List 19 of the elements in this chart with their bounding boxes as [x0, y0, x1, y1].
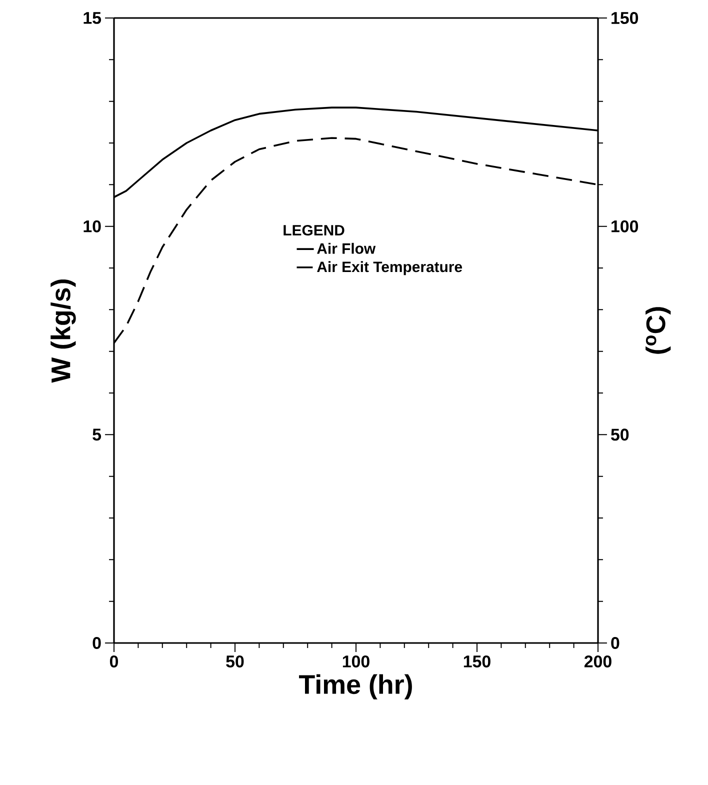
- y-tick-label: 5: [92, 428, 102, 441]
- y-tick-label: 0: [92, 637, 101, 649]
- y-tick-label: 15: [84, 12, 102, 24]
- y2-tick-label: 150: [612, 12, 638, 24]
- legend-title: LEGEND: [284, 224, 344, 236]
- y2-tick-label: 0: [611, 637, 620, 649]
- legend-label: Air Exit Temperature: [317, 261, 462, 276]
- y2-axis-title: ($^{o}$C): [646, 307, 671, 354]
- x-axis-title: Time (hr): [299, 674, 412, 700]
- x-tick-label: 200: [584, 655, 612, 668]
- x-tick-label: 0: [110, 655, 118, 668]
- legend-label: Air Flow: [317, 242, 376, 254]
- y2-tick-label: 100: [612, 220, 638, 232]
- x-tick-label: 50: [226, 655, 244, 668]
- x-tick-label: 100: [342, 655, 370, 668]
- y-tick-label: 10: [84, 220, 101, 232]
- y-axis-title: W (kg/s): [50, 280, 76, 383]
- x-tick-label: 150: [464, 655, 490, 668]
- y2-tick-label: 50: [611, 428, 629, 441]
